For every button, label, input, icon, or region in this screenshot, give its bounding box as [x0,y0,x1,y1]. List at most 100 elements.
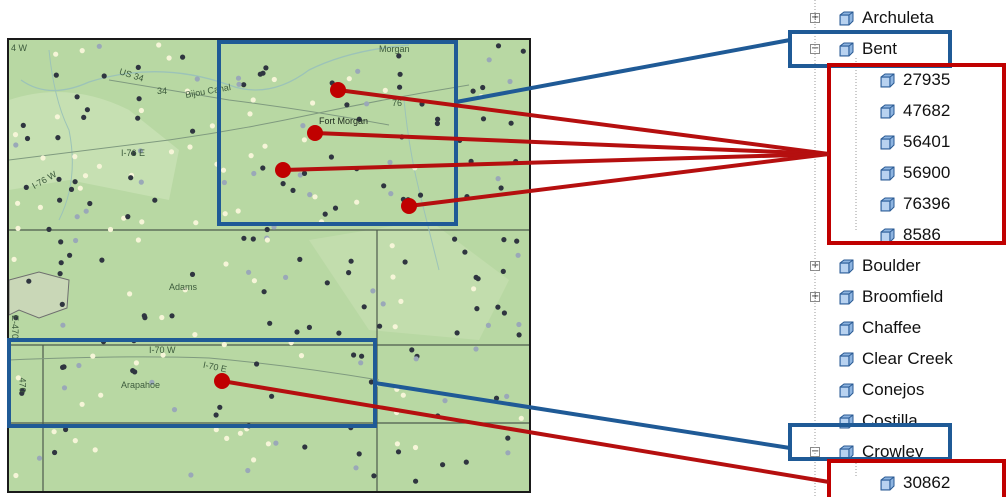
well-point [72,438,78,444]
well-point [13,315,19,321]
well-point [138,107,144,114]
well-point [396,53,402,59]
well-point [508,120,514,126]
tree-item-label: Clear Creek [862,349,953,368]
tree-item[interactable]: 56401 [851,129,950,155]
well-point [397,71,403,77]
well-point [351,352,357,358]
well-point [171,407,178,413]
well-point [251,278,257,284]
cube-icon [839,290,854,305]
expand-icon[interactable]: + [810,291,820,302]
well-point [237,430,243,436]
tree-item-label: 76396 [903,194,951,213]
well-point [131,338,137,344]
well-point [382,87,388,93]
well-point [236,81,242,87]
well-point [96,163,102,169]
map-view[interactable]: 4 W Morgan US 34 34 Bijou Canal Fort Mor… [7,38,531,493]
well-point [452,236,458,242]
map-label-470: 470 [17,377,28,393]
well-point [235,208,241,214]
well-point [440,462,446,468]
well-point [294,329,300,335]
well-point [24,135,31,142]
collapse-icon[interactable]: − [810,446,820,457]
well-point [58,239,64,245]
tree-item-label: 27935 [903,70,951,89]
well-point [188,472,194,478]
well-point [224,435,230,441]
well-point [419,101,425,107]
well-point [81,114,87,120]
well-point [283,274,289,280]
cube-icon [880,73,895,88]
well-point [354,166,360,172]
well-point [353,465,359,471]
well-point [51,429,57,435]
well-point [214,161,220,167]
well-point [271,76,277,83]
well-point [58,260,64,266]
well-point [100,339,107,345]
tree-item[interactable]: Conejos [810,377,924,403]
well-point [370,288,376,294]
well-point [246,423,252,429]
tree-item[interactable]: + Broomfield [810,284,943,310]
expand-icon[interactable]: + [810,260,820,271]
well-point [83,208,89,214]
tree-item[interactable]: 56900 [851,160,950,186]
well-point [220,167,227,173]
well-point [36,455,43,461]
well-point [298,353,305,359]
tree-item[interactable]: Chaffee [810,315,921,341]
expand-icon[interactable]: + [810,12,820,23]
well-point [470,88,476,94]
well-point [409,347,415,353]
well-point [133,360,139,366]
well-point [87,200,93,207]
well-point [520,48,526,54]
well-point [82,173,89,179]
well-point [264,226,270,233]
tree-item[interactable]: − Bent [810,36,897,62]
well-point [96,43,102,49]
cube-icon [839,445,854,460]
well-point [336,330,342,336]
tree-item[interactable]: 47682 [851,98,950,124]
well-point [26,278,32,284]
cube-icon [880,197,895,212]
tree-item[interactable]: Costilla [810,408,918,434]
tree-item[interactable]: − Crowley [810,439,923,465]
well-point [381,183,387,189]
well-point [73,237,79,244]
well-point [251,170,257,177]
tree-item[interactable]: 27935 [851,67,950,93]
cube-icon [839,352,854,367]
well-point [495,304,501,310]
tree-item[interactable]: Clear Creek [810,346,953,372]
well-point [57,197,63,203]
tree-item[interactable]: 30862 [851,470,950,496]
cube-icon [880,166,895,181]
well-point [142,315,148,321]
cube-icon [839,321,854,336]
well-point [297,256,303,262]
well-point [480,84,486,91]
well-point [57,271,63,277]
tree-item[interactable]: + Boulder [810,253,921,279]
well-point [250,236,256,242]
well-point [11,256,17,262]
creek [48,49,73,221]
collapse-icon[interactable]: − [810,43,820,54]
county-tree[interactable]: + Archuleta − Bent 27935 47682 56401 56900 76396… [780,0,1007,497]
well-point [15,225,21,231]
urban-area [9,271,70,319]
well-point [261,289,267,295]
well-point [501,310,507,316]
well-point [127,291,133,297]
tree-item[interactable]: + Archuleta [810,5,934,31]
tree-item[interactable]: 76396 [851,191,950,217]
well-point [53,72,59,78]
tree-item[interactable]: 8586 [851,222,941,248]
